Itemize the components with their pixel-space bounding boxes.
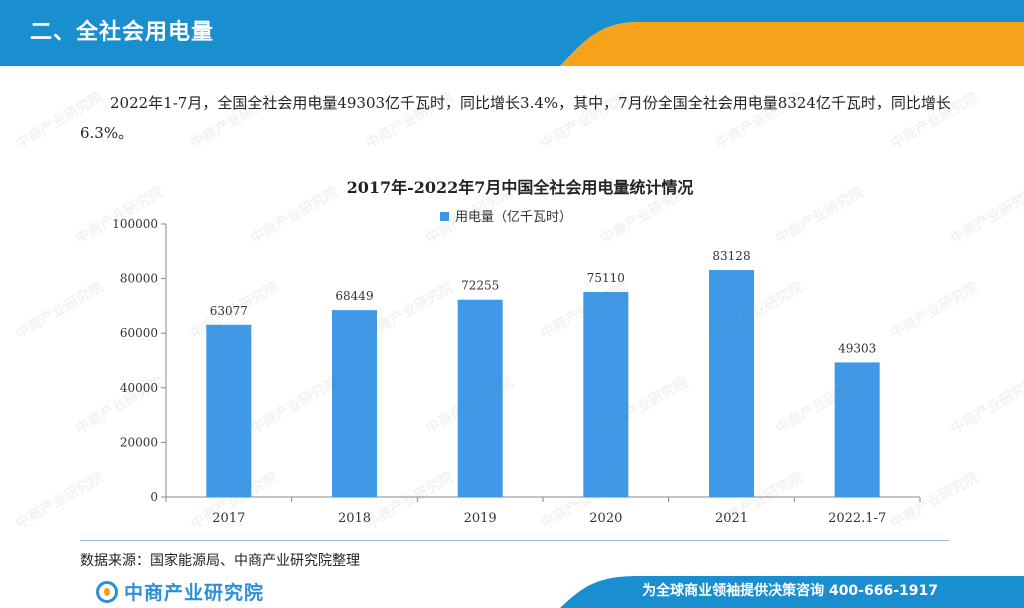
header-background xyxy=(0,0,1024,66)
chart-legend: 用电量（亿千瓦时） xyxy=(440,210,572,225)
bar xyxy=(583,291,629,497)
data-source: 数据来源：国家能源局、中商产业研究院整理 xyxy=(80,553,360,569)
data-label: 68449 xyxy=(335,289,373,303)
y-tick-label: 60000 xyxy=(120,326,158,340)
x-tick-label: 2019 xyxy=(464,511,497,526)
x-tick-label: 2017 xyxy=(212,511,245,526)
data-label: 83128 xyxy=(712,249,750,263)
data-label: 63077 xyxy=(210,304,248,318)
data-label: 72255 xyxy=(461,279,499,293)
section-title: 二、全社会用电量 xyxy=(30,20,215,45)
y-tick-label: 20000 xyxy=(120,435,158,449)
footer-slogan: 为全球商业领袖提供决策咨询 400-666-1917 xyxy=(642,583,938,599)
intro-paragraph: 2022年1-7月，全国全社会用电量49303亿千瓦时，同比增长3.4%，其中，… xyxy=(80,94,951,142)
y-tick-label: 100000 xyxy=(112,217,158,231)
bar-chart: 2017年-2022年7月中国全社会用电量统计情况 用电量（亿千瓦时） 0 200… xyxy=(112,178,921,526)
footer-band xyxy=(0,574,1024,608)
bar xyxy=(457,299,503,497)
x-tick-label: 2020 xyxy=(589,511,622,526)
bar xyxy=(834,362,880,497)
logo-icon xyxy=(96,580,118,603)
source-divider xyxy=(80,540,950,541)
chart-axes: 0 20000 40000 60000 80000 100000 2017 2018 2019 2… xyxy=(112,217,921,526)
y-tick-label: 0 xyxy=(150,490,158,504)
x-tick-label: 2022.1-7 xyxy=(828,511,886,526)
chart-bars: 63077 68449 72255 75110 83128 49303 xyxy=(206,249,880,497)
data-label: 49303 xyxy=(838,341,876,355)
y-tick-label: 80000 xyxy=(120,272,158,286)
header-band: 二、全社会用电量 xyxy=(0,0,1024,66)
data-label: 75110 xyxy=(587,271,625,285)
legend-label: 用电量（亿千瓦时） xyxy=(455,210,572,225)
bar xyxy=(709,270,754,497)
x-tick-label: 2018 xyxy=(338,511,371,526)
footer-logo: 中商产业研究院 xyxy=(96,578,264,605)
y-tick-label: 40000 xyxy=(120,381,158,395)
bar xyxy=(206,324,252,497)
bar xyxy=(332,310,377,497)
x-tick-label: 2021 xyxy=(715,511,748,526)
legend-swatch xyxy=(440,212,449,221)
chart-title: 2017年-2022年7月中国全社会用电量统计情况 xyxy=(347,178,694,197)
logo-text: 中商产业研究院 xyxy=(124,582,265,604)
